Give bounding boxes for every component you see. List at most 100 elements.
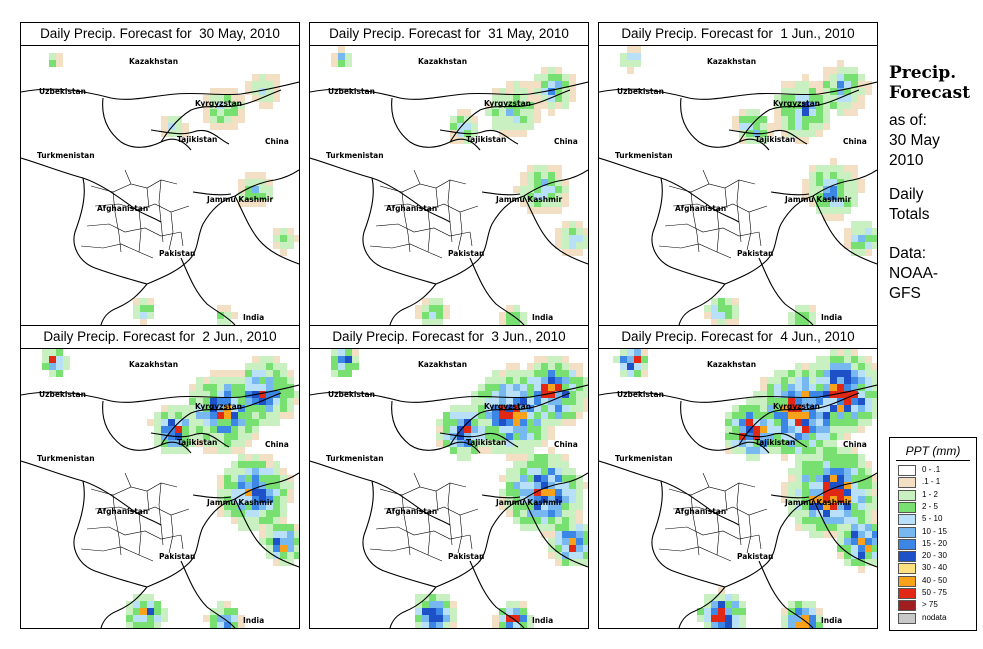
precip-cell: [837, 433, 844, 440]
precip-cell: [816, 391, 823, 398]
precip-map: KazakhstanUzbekistanKyrgyzstanTajikistan…: [310, 46, 588, 325]
precip-cell: [541, 510, 548, 517]
precip-cell: [718, 608, 725, 615]
precip-cell: [238, 447, 245, 454]
precip-cell: [534, 391, 541, 398]
precip-cell: [837, 214, 844, 221]
precip-cell: [562, 377, 569, 384]
precip-cell: [781, 95, 788, 102]
precip-cell: [795, 461, 802, 468]
precip-cell: [562, 235, 569, 242]
precip-cell: [252, 81, 259, 88]
precip-cell: [555, 384, 562, 391]
precip-cell: [760, 116, 767, 123]
precip-cell: [583, 559, 588, 566]
precip-cell: [781, 447, 788, 454]
precip-cell: [541, 517, 548, 524]
precip-cell: [492, 88, 499, 95]
precip-cell: [583, 398, 588, 405]
precip-cell: [506, 384, 513, 391]
precip-cell: [823, 172, 830, 179]
precip-cell: [541, 193, 548, 200]
precip-cell: [704, 615, 711, 622]
legend-label: 30 - 40: [922, 563, 947, 573]
precip-cell: [252, 419, 259, 426]
precip-cell: [471, 123, 478, 130]
precip-cell: [259, 419, 266, 426]
precip-cell: [520, 524, 527, 531]
precip-cell: [231, 482, 238, 489]
precip-cell: [527, 426, 534, 433]
province-boundary: [124, 472, 174, 554]
precip-cell: [569, 468, 576, 475]
precip-cell: [858, 88, 865, 95]
precip-cell: [809, 405, 816, 412]
precip-cell: [252, 517, 259, 524]
precip-cell: [280, 412, 287, 419]
precip-cell: [224, 95, 231, 102]
precip-cell: [844, 109, 851, 116]
precip-cell: [513, 130, 520, 137]
precip-cell: [252, 468, 259, 475]
precip-cell: [492, 405, 499, 412]
precip-cell: [217, 123, 224, 130]
precip-cell: [506, 312, 513, 319]
precip-cell: [802, 130, 809, 137]
precip-cell: [196, 426, 203, 433]
precip-cell: [548, 419, 555, 426]
precip-cell: [541, 398, 548, 405]
precip-cell: [224, 319, 231, 325]
precip-cell: [520, 461, 527, 468]
precip-cell: [203, 109, 210, 116]
precip-cell: [534, 419, 541, 426]
precip-cell: [259, 74, 266, 81]
precip-cell: [266, 95, 273, 102]
precip-cell: [788, 419, 795, 426]
precip-cell: [569, 242, 576, 249]
precip-cell: [851, 363, 858, 370]
precip-cell: [802, 517, 809, 524]
precip-cell: [245, 200, 252, 207]
label-turkmenistan: Turkmenistan: [37, 454, 95, 463]
precip-cell: [478, 384, 485, 391]
precip-cell: [245, 517, 252, 524]
precip-cell: [436, 426, 443, 433]
precip-cell: [217, 496, 224, 503]
precip-cell: [858, 235, 865, 242]
precip-cell: [576, 221, 583, 228]
precip-cell: [569, 391, 576, 398]
precip-cell: [147, 615, 154, 622]
precip-cell: [555, 391, 562, 398]
precip-cell: [175, 405, 182, 412]
precip-cell: [527, 102, 534, 109]
precip-cell: [844, 552, 851, 559]
precip-cell: [851, 74, 858, 81]
precip-cell: [858, 102, 865, 109]
label-pakistan: Pakistan: [737, 249, 773, 258]
precip-cell: [802, 412, 809, 419]
province-boundary: [138, 512, 142, 556]
country-boundary: [146, 498, 236, 588]
precip-cell: [851, 412, 858, 419]
precip-cell: [273, 531, 280, 538]
precip-cell: [732, 405, 739, 412]
country-boundary: [728, 432, 808, 448]
precip-cell: [795, 489, 802, 496]
precip-cell: [809, 95, 816, 102]
precip-cell: [851, 384, 858, 391]
precip-cell: [569, 221, 576, 228]
precip-cell: [273, 405, 280, 412]
precip-cell: [795, 601, 802, 608]
precip-cell: [823, 405, 830, 412]
precip-cell: [245, 454, 252, 461]
precip-cell: [739, 412, 746, 419]
precip-cell: [837, 186, 844, 193]
precip-cell: [774, 419, 781, 426]
precip-cell: [548, 207, 555, 214]
precip-cell: [555, 419, 562, 426]
precip-cell: [485, 391, 492, 398]
precip-cell: [252, 200, 259, 207]
precip-cell: [802, 319, 809, 325]
precip-cell: [732, 447, 739, 454]
precip-cell: [520, 377, 527, 384]
